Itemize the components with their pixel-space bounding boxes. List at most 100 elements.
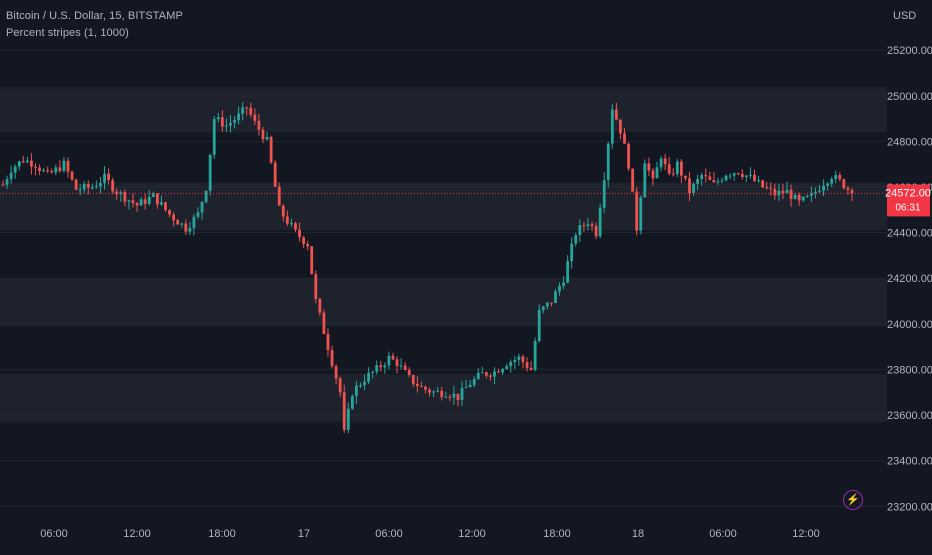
lightning-bolt-icon[interactable]: ⚡ (843, 490, 863, 510)
candle-body (346, 408, 350, 430)
candle-body (265, 136, 269, 140)
stripe-layer (0, 86, 887, 422)
candle-body (432, 391, 435, 393)
candle-body (468, 384, 472, 388)
candle-body (720, 180, 724, 182)
candle-body (582, 225, 586, 227)
candle-body (225, 125, 228, 127)
candle-body (139, 199, 143, 206)
candle-body (135, 202, 139, 206)
candle-body (1, 184, 5, 186)
candle-body (176, 220, 180, 225)
candle-body (424, 386, 427, 390)
candle-body (204, 190, 208, 202)
candle-body (785, 189, 789, 194)
candle-body (643, 163, 647, 198)
candle-body (452, 393, 456, 398)
candle-body (74, 179, 78, 190)
candle-body (651, 170, 655, 179)
candle-body (237, 113, 241, 121)
candle-body (38, 167, 41, 171)
candle-body (436, 390, 440, 392)
candle-body (428, 389, 431, 393)
price-tick-label: 23800.00 (887, 364, 932, 376)
candle-body (602, 180, 606, 208)
candle-body (90, 187, 94, 189)
candle-body (172, 214, 176, 221)
price-tick-label: 25000.00 (887, 91, 932, 103)
candle-body (131, 200, 135, 203)
price-tick-label: 23600.00 (887, 410, 932, 422)
candle-body (655, 167, 659, 179)
indicator-legend[interactable]: Percent stripes (1, 1000) (6, 27, 129, 39)
candle-body (233, 120, 236, 123)
candle-body (464, 387, 468, 389)
candle-body (606, 143, 610, 181)
candle-body (562, 282, 565, 286)
candle-body (326, 333, 330, 351)
candle-body (688, 178, 691, 194)
price-tick-label: 24800.00 (887, 136, 932, 148)
candle-body (842, 179, 846, 189)
candle-body (554, 291, 557, 304)
candle-body (9, 172, 13, 180)
candle-body (115, 191, 119, 195)
candle-body (253, 114, 257, 121)
candle-body (99, 183, 102, 187)
candle-body (200, 201, 204, 213)
candle-body (277, 186, 281, 206)
candle-body (659, 158, 663, 168)
candle-body (809, 192, 813, 196)
candle-body (367, 372, 370, 382)
candle-body (460, 387, 464, 400)
last-price-value: 24572.00 (885, 187, 931, 199)
candle-body (501, 368, 505, 373)
percent-stripe-band (0, 278, 887, 327)
grid-layer (0, 49, 887, 507)
candle-body (359, 385, 362, 387)
candle-body (757, 180, 760, 182)
candle-body (415, 383, 419, 387)
candle-body (196, 212, 200, 217)
candle-body (716, 181, 720, 183)
candle-body (245, 107, 249, 109)
candle-body (541, 306, 545, 310)
symbol-title[interactable]: Bitcoin / U.S. Dollar, 15, BITSTAMP (6, 10, 183, 22)
candle-body (318, 298, 322, 313)
candle-body (306, 244, 310, 247)
candle-body (753, 174, 756, 181)
candle-body (269, 136, 273, 163)
candle-body (78, 189, 82, 191)
price-axis: 23200.00 23400.00 23600.00 23800.00 24000.00… (887, 45, 932, 513)
candle-body (46, 170, 50, 172)
candle-body (679, 161, 683, 176)
candle-body (586, 224, 590, 226)
candle-body (62, 160, 66, 171)
candle-body (314, 274, 318, 299)
candle-body (769, 188, 773, 190)
candle-body (765, 187, 769, 189)
candle-body (363, 381, 366, 386)
candle-body (355, 385, 358, 397)
candle-body (342, 392, 346, 430)
candle-body (375, 365, 379, 372)
candle-body (229, 122, 232, 126)
time-tick-label: 18 (632, 528, 644, 540)
candle-body (493, 371, 496, 377)
candle-body (164, 202, 167, 210)
candle-body (54, 167, 58, 173)
candle-body (777, 190, 781, 196)
candle-body (684, 175, 687, 179)
candle-body (216, 117, 220, 120)
candle-body (675, 161, 679, 175)
last-price-tag-bg (887, 184, 930, 217)
time-tick-label: 12:00 (792, 528, 820, 540)
candle-body (180, 223, 184, 225)
candle-body (818, 190, 821, 192)
candle-body (420, 386, 423, 388)
candle-body (834, 174, 838, 180)
candle-body (521, 356, 525, 363)
candle-body (509, 361, 513, 367)
